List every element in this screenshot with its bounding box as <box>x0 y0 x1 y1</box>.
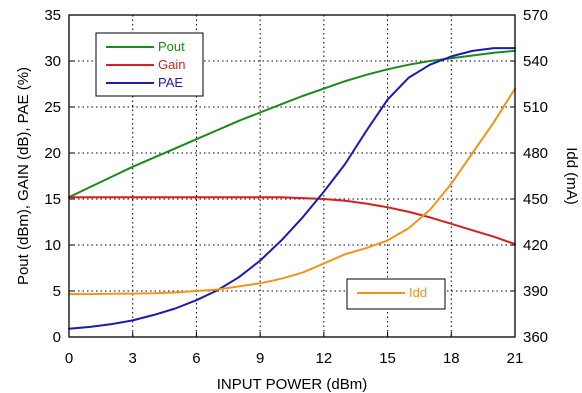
x-tick-label: 0 <box>65 350 73 367</box>
y-right-tick-label: 360 <box>523 329 548 346</box>
y-right-tick-label: 480 <box>523 145 548 162</box>
y-left-tick-label: 30 <box>44 53 61 70</box>
y-right-tick-label: 420 <box>523 237 548 254</box>
x-tick-label: 12 <box>316 350 333 367</box>
x-tick-label: 6 <box>192 350 200 367</box>
y-left-tick-label: 15 <box>44 191 61 208</box>
series-line-idd <box>68 87 516 296</box>
ticks: 0 3 6 9 12 15 18 210510152025303536039042045048… <box>44 7 548 367</box>
legend-label-pout: Pout <box>158 39 185 54</box>
y-left-tick-label: 35 <box>44 7 61 24</box>
x-axis-title: INPUT POWER (dBm) <box>217 376 368 393</box>
series-line-pae <box>68 47 516 330</box>
series-line-gain <box>68 196 516 246</box>
x-tick-label: 3 <box>129 350 137 367</box>
legend-label-pae: PAE <box>158 75 183 90</box>
legend-label-gain: Gain <box>158 57 185 72</box>
y-left-tick-label: 10 <box>44 237 61 254</box>
y-right-tick-label: 510 <box>523 99 548 116</box>
legend-label-idd: Idd <box>409 285 427 300</box>
y-left-tick-label: 20 <box>44 145 61 162</box>
legend-idd: Idd <box>346 278 446 310</box>
plot-area <box>68 14 516 338</box>
x-tick-label: 15 <box>379 350 396 367</box>
y-axis-right-title: Idd (mA) <box>563 147 580 205</box>
y-left-tick-label: 5 <box>53 283 61 300</box>
y-axis-left-title: Pout (dBm), GAIN (dB), PAE (%) <box>15 67 32 285</box>
x-tick-label: 9 <box>256 350 264 367</box>
series-layer <box>68 47 516 330</box>
y-left-tick-label: 0 <box>53 329 61 346</box>
x-tick-label: 18 <box>443 350 460 367</box>
y-right-tick-label: 570 <box>523 7 548 24</box>
y-right-tick-label: 390 <box>523 283 548 300</box>
legend-main: Pout Gain PAE <box>95 32 204 97</box>
x-tick-label: 21 <box>507 350 524 367</box>
y-right-tick-label: 540 <box>523 53 548 70</box>
y-right-tick-label: 450 <box>523 191 548 208</box>
y-left-tick-label: 25 <box>44 99 61 116</box>
